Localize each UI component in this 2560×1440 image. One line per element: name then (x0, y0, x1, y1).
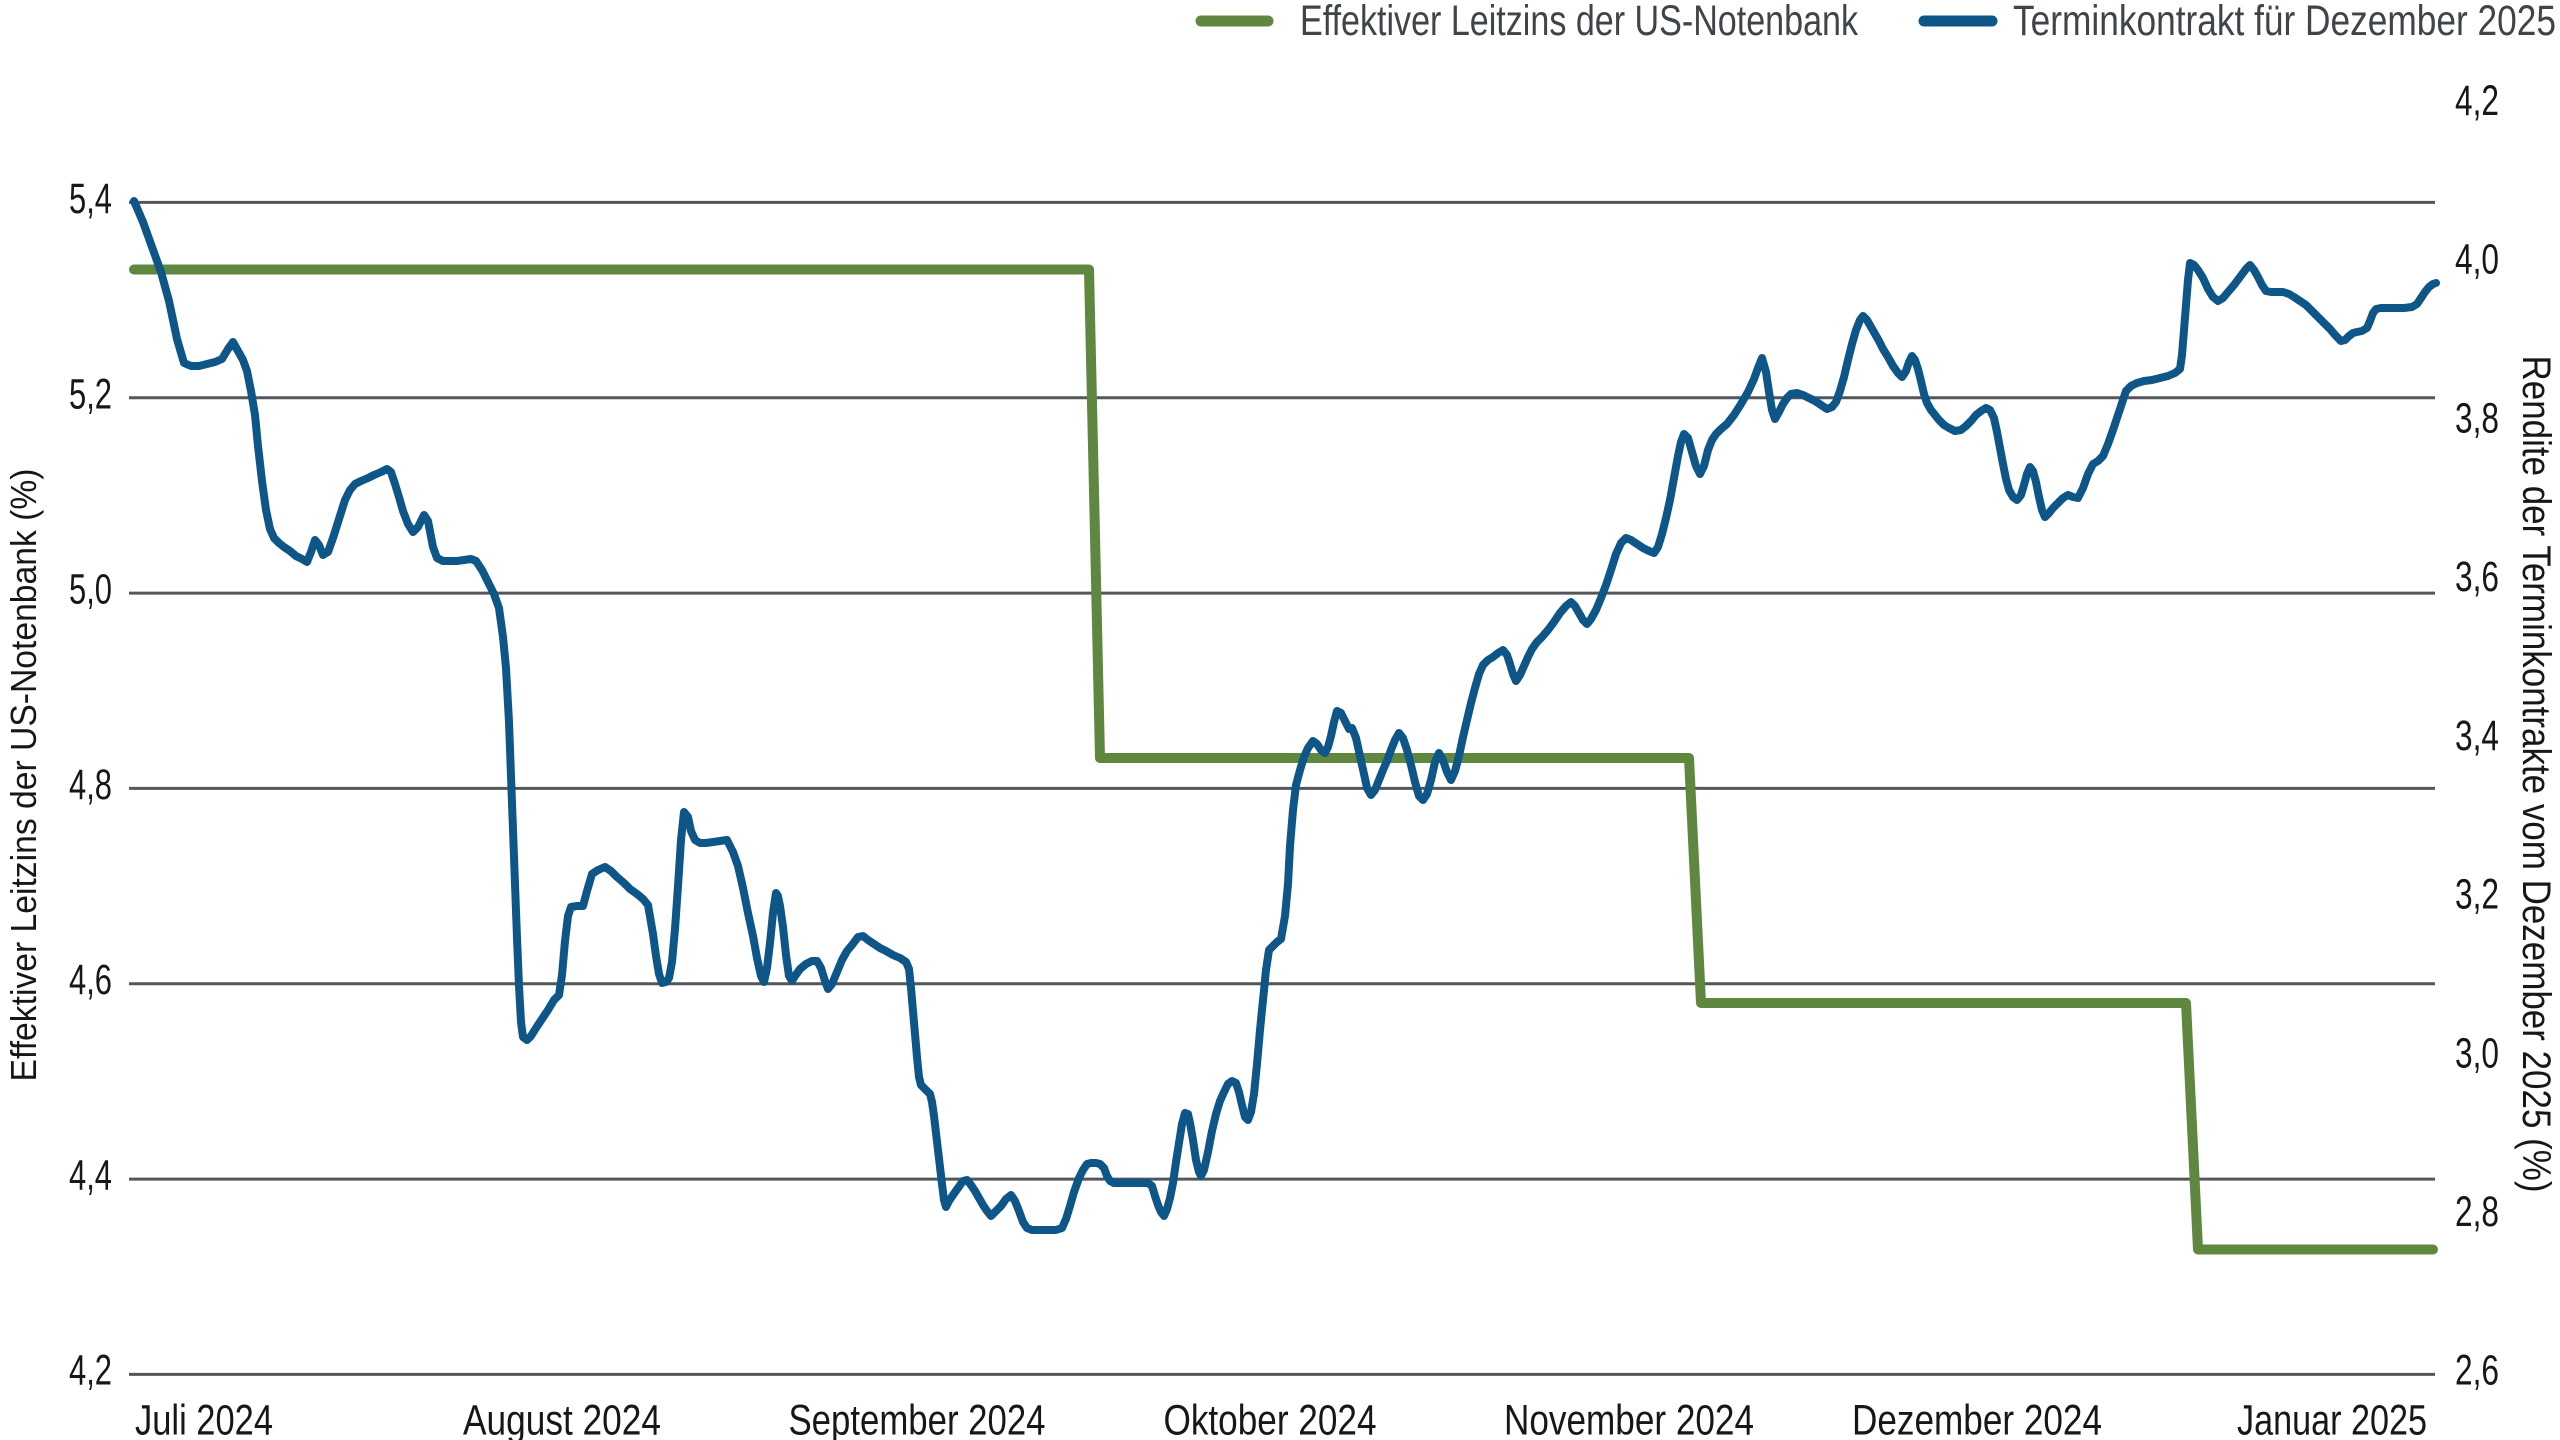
svg-text:Januar 2025: Januar 2025 (2237, 1397, 2427, 1440)
svg-text:November 2024: November 2024 (1504, 1397, 1754, 1440)
svg-text:Juli 2024: Juli 2024 (135, 1397, 273, 1440)
svg-text:4,8: 4,8 (69, 761, 112, 809)
svg-text:4,0: 4,0 (2455, 236, 2499, 284)
svg-text:August 2024: August 2024 (463, 1397, 661, 1440)
svg-text:5,4: 5,4 (69, 175, 112, 223)
svg-text:2,8: 2,8 (2455, 1188, 2499, 1236)
svg-text:4,2: 4,2 (2455, 77, 2499, 125)
svg-text:5,0: 5,0 (69, 566, 112, 614)
svg-text:3,8: 3,8 (2455, 394, 2499, 442)
svg-text:Effektiver Leitzins der US-Not: Effektiver Leitzins der US-Notenbank (%) (3, 469, 44, 1082)
svg-text:3,4: 3,4 (2455, 712, 2499, 760)
svg-text:3,2: 3,2 (2455, 871, 2499, 919)
svg-text:Terminkontrakt für Dezember 20: Terminkontrakt für Dezember 2025 (2013, 0, 2556, 45)
svg-text:2,6: 2,6 (2455, 1347, 2499, 1395)
svg-text:4,4: 4,4 (69, 1151, 112, 1199)
svg-text:3,6: 3,6 (2455, 553, 2499, 601)
svg-text:5,2: 5,2 (69, 370, 112, 418)
svg-text:Effektiver Leitzins der US-Not: Effektiver Leitzins der US-Notenbank (1300, 0, 1858, 45)
svg-text:Dezember 2024: Dezember 2024 (1852, 1397, 2102, 1440)
svg-text:September 2024: September 2024 (789, 1397, 1046, 1440)
svg-text:3,0: 3,0 (2455, 1029, 2499, 1077)
svg-text:Rendite der Terminkontrakte vo: Rendite der Terminkontrakte vom Dezember… (2514, 356, 2558, 1193)
svg-text:Oktober 2024: Oktober 2024 (1164, 1397, 1377, 1440)
svg-text:4,2: 4,2 (69, 1347, 112, 1395)
svg-text:4,6: 4,6 (69, 956, 112, 1004)
